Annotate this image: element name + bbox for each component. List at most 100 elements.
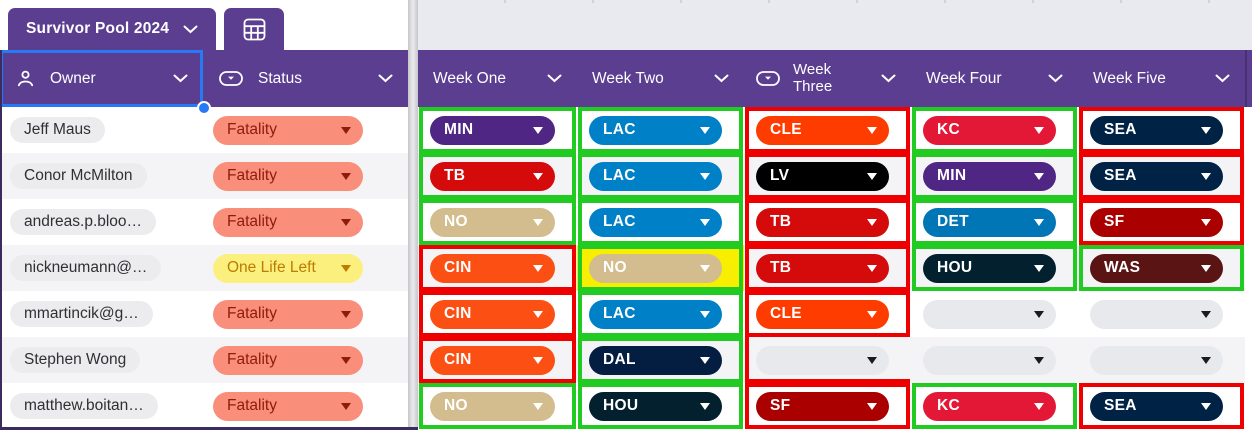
team-pill-dal[interactable]: DAL (589, 345, 722, 375)
pick-cell-week4[interactable]: KC (911, 107, 1078, 153)
pick-cell-week5[interactable] (1078, 337, 1245, 383)
status-pill[interactable]: Fatality (213, 391, 363, 421)
team-pill-hou[interactable]: HOU (589, 391, 722, 421)
pick-cell-week5[interactable]: SEA (1078, 383, 1245, 429)
pick-cell-week2[interactable]: LAC (577, 153, 744, 199)
team-pill-cin[interactable]: CIN (430, 299, 555, 329)
pick-cell-week3[interactable]: LV (744, 153, 911, 199)
team-pill-sea[interactable]: SEA (1090, 161, 1223, 191)
status-pill[interactable]: Fatality (213, 299, 363, 329)
pick-cell-week4[interactable] (911, 337, 1078, 383)
chevron-down-icon[interactable] (547, 74, 562, 83)
column-header-status[interactable]: Status (203, 50, 408, 107)
team-pill-sea[interactable]: SEA (1090, 391, 1223, 421)
table-tab-survivor-pool[interactable]: Survivor Pool 2024 (8, 8, 217, 50)
status-cell[interactable]: One Life Left (203, 245, 408, 291)
owner-cell[interactable]: Jeff Maus (0, 107, 203, 153)
pick-cell-week2[interactable]: NO (577, 245, 744, 291)
pick-cell-week2[interactable]: LAC (577, 107, 744, 153)
chevron-down-icon[interactable] (881, 74, 896, 83)
pick-cell-week1[interactable]: CIN (418, 245, 577, 291)
pick-cell-week4[interactable]: DET (911, 199, 1078, 245)
team-pill-tb[interactable]: TB (430, 161, 555, 191)
pick-cell-week4[interactable]: MIN (911, 153, 1078, 199)
team-pill-tb[interactable]: TB (756, 253, 889, 283)
pick-cell-week5[interactable]: WAS (1078, 245, 1245, 291)
owner-cell[interactable]: mmartincik@g… (0, 291, 203, 337)
status-cell[interactable]: Fatality (203, 107, 408, 153)
team-pill-no[interactable]: NO (430, 391, 555, 421)
pick-cell-week1[interactable]: TB (418, 153, 577, 199)
pick-cell-week2[interactable]: LAC (577, 291, 744, 337)
status-pill[interactable]: Fatality (213, 207, 363, 237)
chevron-down-icon[interactable] (714, 74, 729, 83)
pick-cell-week3[interactable] (744, 337, 911, 383)
team-pill-lac[interactable]: LAC (589, 161, 722, 191)
status-pill[interactable]: One Life Left (213, 253, 363, 283)
pick-cell-week3[interactable]: SF (744, 383, 911, 429)
team-pill-kc[interactable]: KC (923, 115, 1056, 145)
pick-cell-week2[interactable]: HOU (577, 383, 744, 429)
team-pill-sf[interactable]: SF (1090, 207, 1223, 237)
status-cell[interactable]: Fatality (203, 383, 408, 429)
column-header-week-three[interactable]: Week Three (744, 50, 911, 107)
pick-cell-week4[interactable]: KC (911, 383, 1078, 429)
team-pill-tb[interactable]: TB (756, 207, 889, 237)
column-header-week-four[interactable]: Week Four (911, 50, 1078, 107)
pick-cell-week4[interactable]: HOU (911, 245, 1078, 291)
pick-cell-week1[interactable]: CIN (418, 337, 577, 383)
pick-cell-week2[interactable]: DAL (577, 337, 744, 383)
pick-cell-week1[interactable]: MIN (418, 107, 577, 153)
owner-cell[interactable]: nickneumann@… (0, 245, 203, 291)
owner-cell[interactable]: andreas.p.bloo… (0, 199, 203, 245)
pick-cell-week3[interactable]: TB (744, 199, 911, 245)
column-header-week-two[interactable]: Week Two (577, 50, 744, 107)
team-pill-cin[interactable]: CIN (430, 253, 555, 283)
frozen-pane-divider[interactable] (408, 0, 418, 430)
team-pill-cle[interactable]: CLE (756, 115, 889, 145)
selection-fill-handle[interactable] (197, 101, 211, 115)
team-pill-sea[interactable]: SEA (1090, 115, 1223, 145)
owner-cell[interactable]: Conor McMilton (0, 153, 203, 199)
chevron-down-icon[interactable] (1048, 74, 1063, 83)
team-pill-min[interactable]: MIN (430, 115, 555, 145)
team-pill-cin[interactable]: CIN (430, 345, 555, 375)
pick-cell-week5[interactable]: SEA (1078, 107, 1245, 153)
team-pill-lac[interactable]: LAC (589, 299, 722, 329)
team-pill-lac[interactable]: LAC (589, 115, 722, 145)
pick-cell-week5[interactable]: SF (1078, 199, 1245, 245)
pick-cell-week2[interactable]: LAC (577, 199, 744, 245)
empty-pick-pill[interactable] (1090, 345, 1223, 375)
status-pill[interactable]: Fatality (213, 115, 363, 145)
team-pill-kc[interactable]: KC (923, 391, 1056, 421)
team-pill-det[interactable]: DET (923, 207, 1056, 237)
status-cell[interactable]: Fatality (203, 153, 408, 199)
team-pill-no[interactable]: NO (430, 207, 555, 237)
status-pill[interactable]: Fatality (213, 161, 363, 191)
column-header-week-one[interactable]: Week One (418, 50, 577, 107)
team-pill-hou[interactable]: HOU (923, 253, 1056, 283)
team-pill-sf[interactable]: SF (756, 391, 889, 421)
empty-pick-pill[interactable] (923, 299, 1056, 329)
chevron-down-icon[interactable] (173, 74, 188, 83)
column-header-week-five[interactable]: Week Five (1078, 50, 1245, 107)
empty-pick-pill[interactable] (1090, 299, 1223, 329)
chevron-down-icon[interactable] (1215, 74, 1230, 83)
status-pill[interactable]: Fatality (213, 345, 363, 375)
team-pill-min[interactable]: MIN (923, 161, 1056, 191)
team-pill-no[interactable]: NO (589, 253, 722, 283)
status-cell[interactable]: Fatality (203, 337, 408, 383)
pick-cell-week1[interactable]: NO (418, 383, 577, 429)
pick-cell-week1[interactable]: NO (418, 199, 577, 245)
status-cell[interactable]: Fatality (203, 291, 408, 337)
pick-cell-week3[interactable]: CLE (744, 107, 911, 153)
chevron-down-icon[interactable] (378, 74, 393, 83)
owner-cell[interactable]: matthew.boitan… (0, 383, 203, 429)
pick-cell-week3[interactable]: CLE (744, 291, 911, 337)
team-pill-lac[interactable]: LAC (589, 207, 722, 237)
owner-cell[interactable]: Stephen Wong (0, 337, 203, 383)
team-pill-was[interactable]: WAS (1090, 253, 1223, 283)
pick-cell-week1[interactable]: CIN (418, 291, 577, 337)
pick-cell-week5[interactable]: SEA (1078, 153, 1245, 199)
empty-pick-pill[interactable] (756, 345, 889, 375)
